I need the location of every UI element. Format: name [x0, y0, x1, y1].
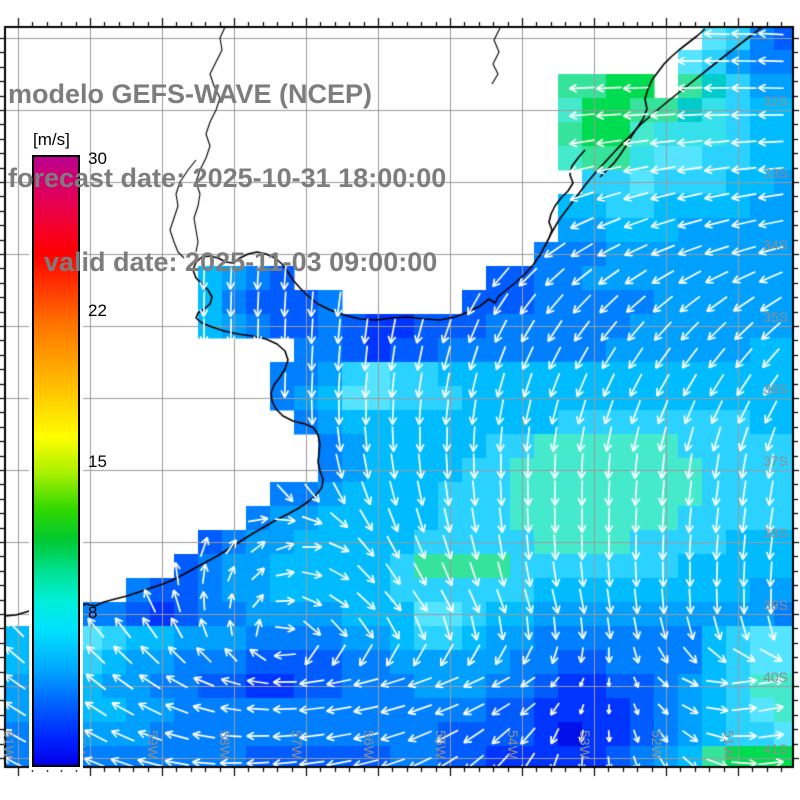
- lat-label-41S: 41S: [763, 741, 788, 757]
- lon-label-58W: 58W: [217, 730, 233, 759]
- colorbar: [29, 152, 83, 770]
- lon-label-56W: 56W: [361, 730, 377, 759]
- lat-label-38S: 38S: [763, 525, 788, 541]
- model-name: modelo GEFS-WAVE (NCEP): [8, 79, 373, 109]
- forecast-date: forecast date: 2025-10-31 18:00:00: [8, 163, 447, 193]
- lon-label-55W: 55W: [433, 730, 449, 759]
- lat-label-34S: 34S: [763, 237, 788, 253]
- lat-label-32S: 32S: [763, 93, 788, 109]
- lat-label-36S: 36S: [763, 381, 788, 397]
- lat-label-40S: 40S: [763, 669, 788, 685]
- colorbar-tick-22: 22: [88, 301, 107, 320]
- colorbar-tick-15: 15: [88, 452, 107, 471]
- lat-label-33S: 33S: [763, 165, 788, 181]
- lon-label-52W: 52W: [649, 730, 665, 759]
- colorbar-unit-label: [m/s]: [33, 130, 70, 149]
- colorbar-gradient: [32, 155, 80, 767]
- valid-date: valid date: 2025-11-03 09:00:00: [44, 247, 438, 277]
- lat-label-35S: 35S: [763, 309, 788, 325]
- plot-title: modelo GEFS-WAVE (NCEP) forecast date: 2…: [8, 24, 446, 332]
- lat-label-39S: 39S: [763, 597, 788, 613]
- colorbar-tick-8: 8: [88, 603, 98, 622]
- lon-label-51W: 51W: [721, 730, 737, 759]
- lat-label-37S: 37S: [763, 453, 788, 469]
- lon-label-54W: 54W: [505, 730, 521, 759]
- lon-label-61W: 61W: [1, 730, 17, 759]
- colorbar-tick-30: 30: [88, 149, 107, 168]
- lon-label-53W: 53W: [577, 730, 593, 759]
- lon-label-57W: 57W: [289, 730, 305, 759]
- lon-label-59W: 59W: [145, 730, 161, 759]
